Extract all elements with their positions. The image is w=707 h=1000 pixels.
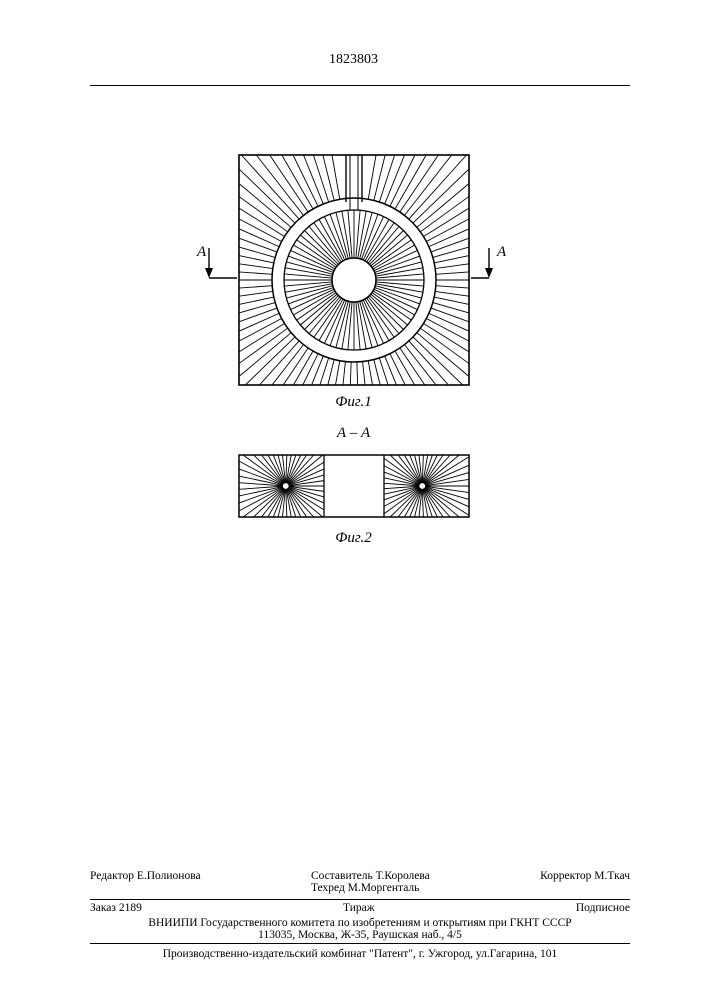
figure-2 [224,446,484,526]
svg-text:А: А [496,244,507,260]
figure-1: АА [144,130,564,390]
patent-number: 1823803 [0,52,707,68]
org-line1: ВНИИПИ Государственного комитета по изоб… [90,917,630,929]
footer-rule-2 [90,943,630,944]
fig1-caption: Фиг.1 [0,394,707,411]
section-label: А – А [0,425,707,442]
techred-name: М.Моргенталь [348,882,420,894]
order-label: Заказ [90,902,116,914]
sign-cell: Подписное [576,902,630,914]
figures-area: АА Фиг.1 А – А Фиг.2 [0,130,707,547]
editor-name: Е.Полионова [137,870,201,882]
printer-line: Производственно-издательский комбинат "П… [90,948,630,960]
editor-cell: Редактор Е.Полионова [90,870,201,894]
tiraz-cell: Тираж [343,902,375,914]
order-number: 2189 [119,902,142,914]
compiler-label: Составитель [311,870,373,882]
mid-cell: Составитель Т.Королева Техред М.Моргента… [311,870,430,894]
top-rule [90,85,630,86]
corrector-cell: Корректор М.Ткач [540,870,630,894]
svg-text:А: А [196,244,207,260]
fig2-caption: Фиг.2 [0,530,707,547]
techred-label: Техред [311,882,345,894]
editor-label: Редактор [90,870,134,882]
order-cell: Заказ 2189 [90,902,142,914]
org-line2: 113035, Москва, Ж-35, Раушская наб., 4/5 [90,929,630,941]
compiler-name: Т.Королева [376,870,430,882]
corrector-name: М.Ткач [594,870,630,882]
corrector-label: Корректор [540,870,591,882]
footer-rule-1 [90,899,630,900]
footer-block: Редактор Е.Полионова Составитель Т.Корол… [90,870,630,960]
